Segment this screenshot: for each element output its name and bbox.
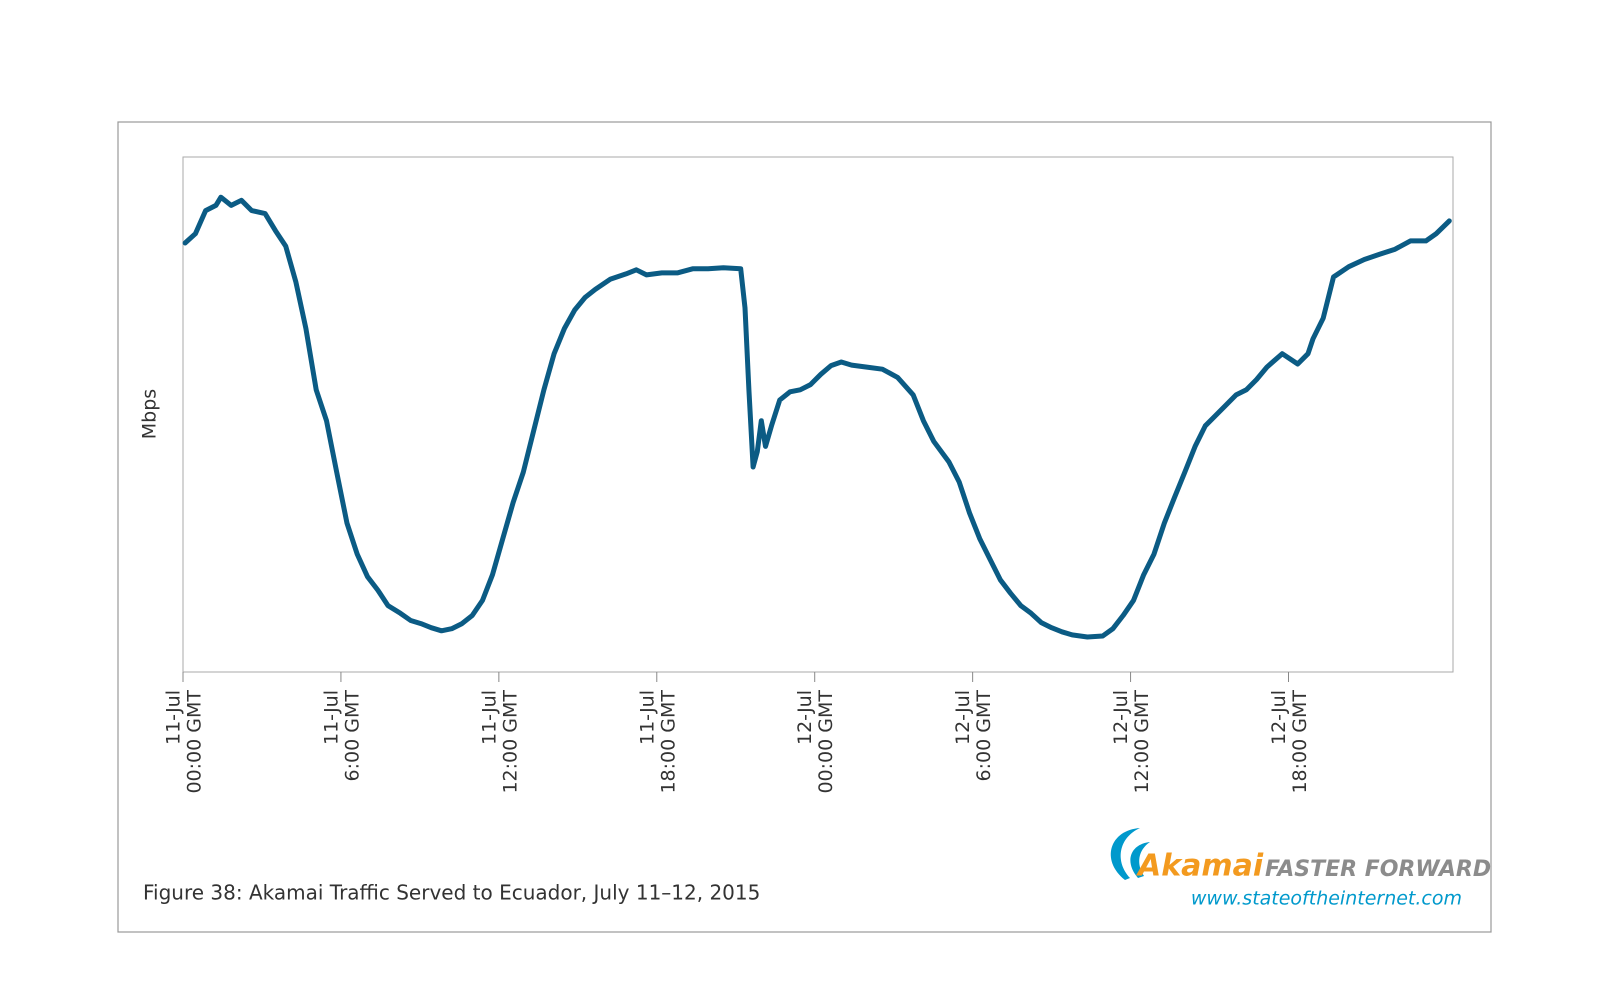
x-tick-label-line: 11-Jul — [636, 690, 658, 745]
frame — [117, 121, 1492, 933]
x-tick-label: 12-Jul 12:00 GMT — [1110, 690, 1153, 794]
x-tick-label: 11-Jul 18:00 GMT — [636, 690, 679, 794]
x-tick-label-line: 12-Jul — [1110, 690, 1132, 745]
x-tick-label: 11-Jul 12:00 GMT — [478, 690, 521, 794]
x-tick-label: 12-Jul 00:00 GMT — [794, 690, 837, 794]
x-tick-label: 12-Jul 6:00 GMT — [952, 690, 995, 782]
plot-area — [182, 156, 1454, 673]
x-tick-label-line: 6:00 GMT — [341, 690, 363, 782]
x-tick-label-line: 00:00 GMT — [184, 690, 206, 794]
x-tick-label-line: 00:00 GMT — [815, 690, 837, 794]
x-tick-label-line: 11-Jul — [163, 690, 185, 745]
logo: Akamai FASTER FORWARD www.stateoftheinte… — [1110, 828, 1491, 910]
y-axis-label: Mbps — [139, 389, 161, 439]
x-tick-label-line: 11-Jul — [478, 690, 500, 745]
x-tick-label: 11-Jul 00:00 GMT — [163, 690, 206, 794]
logo-url: www.stateoftheinternet.com — [1191, 888, 1462, 910]
x-tick-label-line: 12:00 GMT — [1131, 690, 1153, 794]
x-tick-label-line: 11-Jul — [320, 690, 342, 745]
logo-swoosh — [1110, 828, 1140, 880]
caption: Figure 38: Akamai Traffic Served to Ecua… — [143, 881, 760, 905]
x-tick-label-line: 12-Jul — [794, 690, 816, 745]
x-tick-label-line: 12:00 GMT — [499, 690, 521, 794]
logo-tagline: FASTER FORWARD — [1265, 857, 1491, 882]
traffic-line — [182, 194, 1452, 640]
x-tick-label-line: 12-Jul — [1268, 690, 1290, 745]
x-tick-label: 12-Jul 18:00 GMT — [1268, 690, 1311, 794]
x-tick-label-line: 18:00 GMT — [657, 690, 679, 794]
x-tick-label-line: 18:00 GMT — [1289, 690, 1311, 794]
logo-brand: Akamai — [1136, 849, 1264, 884]
x-tick-label-line: 12-Jul — [952, 690, 974, 745]
x-tick-label: 11-Jul 6:00 GMT — [320, 690, 363, 782]
logo-swoosh — [1130, 842, 1150, 878]
x-tick-label-line: 6:00 GMT — [973, 690, 995, 782]
